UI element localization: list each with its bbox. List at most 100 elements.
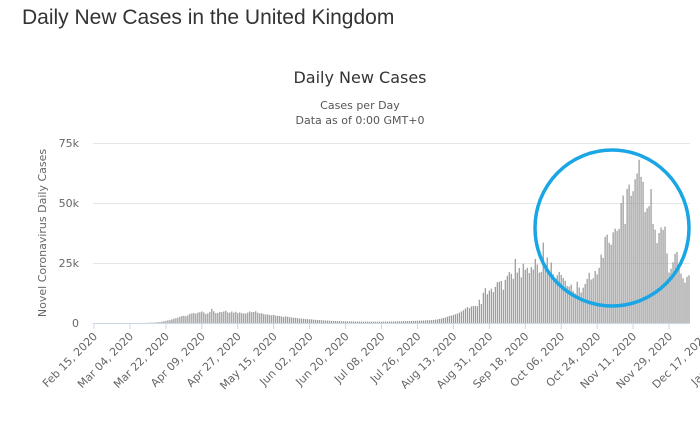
bar [400,321,403,323]
bar [195,313,197,323]
bar [368,321,371,323]
bar [261,313,263,323]
bar [392,321,395,323]
bar [686,276,688,323]
bar [502,289,504,323]
bar [319,320,321,323]
bar [394,321,397,323]
bar [622,195,624,323]
bar [177,317,179,323]
bar [678,265,680,323]
bar [578,287,580,323]
bar [332,320,335,323]
bar [472,305,474,323]
bar [662,229,664,323]
bar [628,184,630,323]
bar [189,313,191,323]
bar [173,318,175,323]
bar [666,253,668,323]
chart-title: Daily New Cases [293,68,426,87]
bar [558,271,560,323]
bar [490,288,492,323]
bar [644,212,646,323]
bar [414,320,417,323]
bar [157,322,159,323]
bar [442,317,445,323]
bar [213,311,215,323]
bar [516,272,518,323]
bar [602,257,604,323]
bar [648,206,650,323]
bar [450,315,453,323]
bar [606,234,608,323]
bar [193,312,195,323]
bar [271,315,273,323]
bar [640,176,642,323]
bar [398,321,401,323]
bar [552,274,554,323]
bar [297,318,299,323]
bar [608,242,610,323]
bar [604,236,606,323]
bar [514,258,516,323]
bar [334,320,337,323]
bar [161,321,163,323]
bar [528,273,530,323]
bar [275,315,277,323]
bar [241,313,243,323]
bar [269,315,271,323]
chart-subtitle-line-2: Data as of 0:00 GMT+0 [296,114,425,127]
bar [524,269,526,323]
bar [378,321,381,323]
bar [183,315,185,323]
grid-lines [93,143,690,264]
bar [301,318,303,323]
bar [626,188,628,323]
bar [476,306,478,323]
bar [494,287,496,323]
bar [642,181,644,323]
bar [470,306,472,323]
bar [259,313,261,323]
bar [634,179,636,323]
bar [660,227,662,323]
bar [326,320,329,323]
bar [532,269,534,323]
bar [382,321,385,323]
bar [464,308,466,323]
bar [568,286,570,323]
bar [588,272,590,323]
bar [358,321,361,323]
bar [257,312,259,323]
bar [616,230,618,323]
bar [448,316,451,323]
bar [207,313,209,323]
bar [456,313,459,323]
bar [684,282,686,323]
bar [584,283,586,323]
bar [386,321,389,323]
bar [682,278,684,323]
bar [364,321,367,323]
bar [624,223,626,323]
bar [430,320,433,323]
bar [554,280,556,323]
bar [237,313,239,323]
bar [492,292,494,323]
bar [548,270,550,323]
bar [175,318,177,323]
bar [313,319,315,323]
bar [488,290,490,323]
bar [460,311,462,323]
bar [610,244,612,323]
bar [420,320,423,323]
bar [546,257,548,323]
bar [536,264,538,323]
bar [478,299,480,323]
bar [295,317,297,323]
bar [169,320,171,323]
bar [346,321,349,323]
bar [253,311,255,323]
bar [305,319,307,323]
